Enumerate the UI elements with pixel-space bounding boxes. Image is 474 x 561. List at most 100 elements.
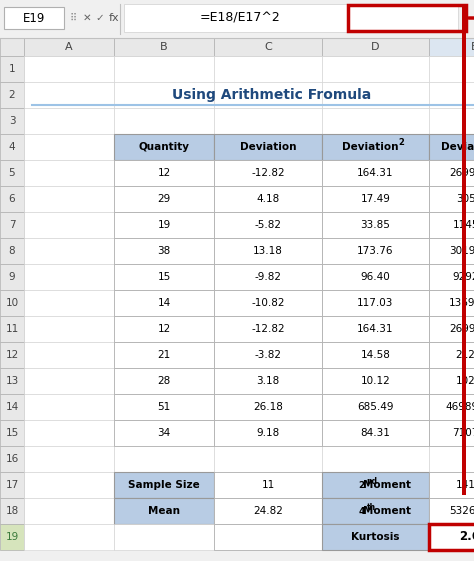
Bar (322, 316, 429, 342)
Bar (429, 420, 474, 446)
Bar (214, 498, 322, 524)
Bar (322, 290, 429, 316)
Bar (214, 368, 322, 394)
Bar (114, 160, 214, 186)
Bar (114, 368, 214, 394)
Text: E: E (471, 42, 474, 52)
Bar (429, 264, 474, 290)
Bar (214, 420, 322, 446)
Bar (0, 524, 24, 550)
Bar (24, 38, 114, 56)
Bar (24, 342, 114, 368)
Bar (24, 498, 114, 524)
Bar (429, 134, 474, 160)
Bar (214, 394, 322, 420)
Text: 28: 28 (157, 376, 171, 386)
Text: 10: 10 (5, 298, 18, 308)
Bar (214, 238, 322, 264)
Bar (429, 186, 474, 212)
Text: 305.82: 305.82 (456, 194, 474, 204)
Bar (429, 368, 474, 394)
Text: 173.76: 173.76 (357, 246, 394, 256)
Text: 164.31: 164.31 (357, 324, 394, 334)
Bar (322, 368, 429, 394)
Bar (24, 108, 114, 134)
Text: ✓: ✓ (96, 13, 104, 23)
Text: 21: 21 (157, 350, 171, 360)
Text: ⠿: ⠿ (69, 13, 77, 23)
Text: 12: 12 (5, 350, 18, 360)
Text: 33.85: 33.85 (361, 220, 391, 230)
Text: 13: 13 (5, 376, 18, 386)
Bar (114, 186, 214, 212)
Text: B: B (160, 42, 168, 52)
Text: 1: 1 (9, 64, 15, 74)
Text: 14: 14 (5, 402, 18, 412)
Bar (114, 290, 214, 316)
Bar (214, 316, 322, 342)
Text: 4: 4 (9, 142, 15, 152)
Bar (0, 160, 24, 186)
Bar (214, 290, 322, 316)
Bar (114, 38, 214, 56)
Bar (322, 212, 429, 238)
Bar (4, 7, 64, 29)
Text: 16: 16 (5, 454, 18, 464)
Text: 141.97: 141.97 (456, 480, 474, 490)
Text: 26996.39: 26996.39 (449, 168, 474, 178)
Bar (214, 342, 322, 368)
Text: 51: 51 (157, 402, 171, 412)
Text: E19: E19 (23, 11, 45, 25)
Bar (429, 394, 474, 420)
Bar (0, 394, 24, 420)
Bar (429, 212, 474, 238)
Text: th: th (366, 503, 375, 512)
Bar (0, 446, 24, 472)
Bar (322, 160, 429, 186)
Bar (429, 368, 474, 394)
Bar (214, 134, 322, 160)
Text: Deviation: Deviation (240, 142, 296, 152)
Bar (214, 368, 322, 394)
Bar (214, 82, 322, 108)
Bar (114, 82, 214, 108)
Text: 14: 14 (157, 298, 171, 308)
Text: -9.82: -9.82 (255, 272, 282, 282)
Bar (114, 472, 214, 498)
Bar (348, 5, 466, 31)
Bar (462, 5, 466, 495)
Text: 1145.91: 1145.91 (453, 220, 474, 230)
Bar (0, 134, 24, 160)
Bar (214, 186, 322, 212)
Bar (214, 420, 322, 446)
Text: Kurtosis: Kurtosis (351, 532, 400, 542)
Bar (24, 134, 114, 160)
Text: ✕: ✕ (82, 13, 91, 23)
Text: Quantity: Quantity (138, 142, 190, 152)
Text: 96.40: 96.40 (361, 272, 391, 282)
Bar (24, 524, 114, 550)
Text: 6: 6 (9, 194, 15, 204)
Text: Moment: Moment (364, 506, 411, 516)
Bar (322, 56, 429, 82)
Bar (214, 38, 322, 56)
Bar (322, 394, 429, 420)
Bar (429, 160, 474, 186)
Bar (24, 212, 114, 238)
Text: 11: 11 (261, 480, 274, 490)
Bar (322, 472, 429, 498)
Text: -3.82: -3.82 (255, 350, 282, 360)
Text: 4.18: 4.18 (256, 194, 280, 204)
Text: 9.18: 9.18 (256, 428, 280, 438)
Bar (429, 264, 474, 290)
Text: 2: 2 (399, 137, 404, 146)
Bar (0, 0, 474, 38)
Bar (24, 82, 114, 108)
Bar (0, 56, 24, 82)
Text: 14.58: 14.58 (361, 350, 391, 360)
Bar (0, 420, 24, 446)
Bar (322, 238, 429, 264)
Bar (322, 472, 429, 498)
Bar (322, 82, 429, 108)
Bar (429, 420, 474, 446)
